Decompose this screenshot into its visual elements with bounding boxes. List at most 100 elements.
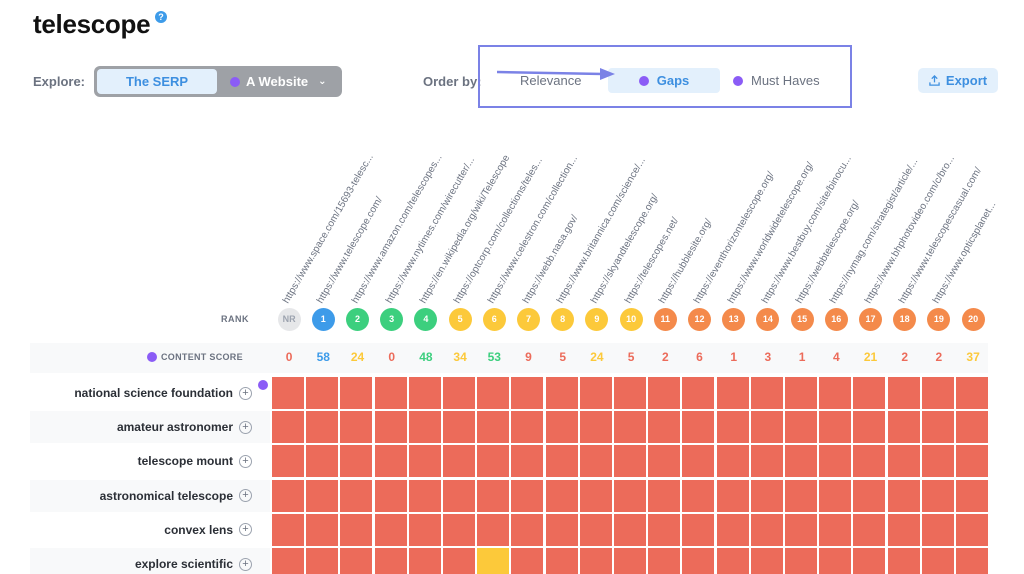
gap-cell[interactable] [545, 411, 578, 444]
gap-cell[interactable] [956, 377, 988, 409]
gap-cell[interactable] [682, 377, 715, 409]
gap-cell[interactable] [340, 445, 373, 478]
gap-cell[interactable] [853, 411, 886, 444]
gap-cell[interactable] [648, 445, 681, 478]
gap-cell[interactable] [956, 411, 988, 444]
gap-cell[interactable] [750, 548, 783, 574]
keyword-row[interactable]: telescope mount + [30, 445, 252, 477]
gap-cell[interactable] [511, 377, 544, 409]
gap-cell[interactable] [887, 513, 920, 546]
gap-cell[interactable] [579, 548, 612, 574]
gap-cell[interactable] [408, 411, 441, 444]
order-option-gaps[interactable]: Gaps [608, 68, 720, 93]
gap-cell[interactable] [306, 548, 339, 574]
gap-cell[interactable] [750, 377, 783, 409]
gap-cell[interactable] [887, 479, 920, 512]
gap-cell[interactable] [579, 479, 612, 512]
gap-cell[interactable] [887, 548, 920, 574]
column-url-15[interactable]: https://webbtelescope.org/ [794, 198, 862, 306]
gap-cell[interactable] [614, 411, 646, 444]
add-keyword-icon[interactable]: + [239, 489, 252, 503]
gap-cell[interactable] [648, 377, 681, 409]
gap-cell[interactable] [272, 445, 304, 478]
gap-cell[interactable] [682, 445, 715, 478]
gap-cell[interactable] [374, 513, 407, 546]
export-button[interactable]: Export [918, 68, 998, 93]
gap-cell[interactable] [921, 411, 954, 444]
gap-cell[interactable] [408, 548, 441, 574]
gap-cell[interactable] [272, 479, 304, 512]
keyword-row[interactable]: astronomical telescope + [30, 480, 252, 512]
gap-cell[interactable] [921, 377, 954, 409]
gap-cell[interactable] [956, 513, 988, 546]
gap-cell[interactable] [819, 513, 852, 546]
gap-cell[interactable] [716, 411, 749, 444]
gap-cell[interactable] [306, 377, 339, 409]
gap-cell[interactable] [511, 411, 544, 444]
gap-cell[interactable] [682, 513, 715, 546]
gap-cell[interactable] [750, 445, 783, 478]
gap-cell[interactable] [785, 411, 817, 444]
gap-cell[interactable] [785, 445, 817, 478]
keyword-row[interactable]: convex lens + [30, 514, 252, 546]
add-keyword-icon[interactable]: + [239, 557, 252, 571]
gap-cell[interactable] [785, 548, 817, 574]
gap-cell[interactable] [477, 479, 510, 512]
gap-cell[interactable] [443, 445, 475, 478]
gap-cell[interactable] [443, 513, 475, 546]
gap-cell[interactable] [682, 479, 715, 512]
column-url-1[interactable]: https://www.telescope.com/ [315, 195, 386, 306]
gap-cell[interactable] [579, 411, 612, 444]
add-keyword-icon[interactable]: + [239, 420, 252, 434]
gap-cell[interactable] [374, 411, 407, 444]
column-url-9[interactable]: https://skyandtelescope.org/ [588, 192, 661, 306]
gap-cell[interactable] [785, 513, 817, 546]
gap-cell[interactable] [477, 411, 510, 444]
column-url-19[interactable]: https://www.opticsplanet... [930, 199, 999, 306]
gap-cell[interactable] [921, 445, 954, 478]
gap-cell[interactable] [306, 445, 339, 478]
gap-cell[interactable] [819, 479, 852, 512]
gap-cell[interactable] [579, 513, 612, 546]
gap-cell[interactable] [408, 445, 441, 478]
gap-cell[interactable] [408, 377, 441, 409]
gap-cell[interactable] [614, 377, 646, 409]
gap-cell[interactable] [716, 513, 749, 546]
gap-cell[interactable] [716, 445, 749, 478]
gap-cell[interactable] [511, 513, 544, 546]
gap-cell[interactable] [340, 513, 373, 546]
gap-cell[interactable] [750, 513, 783, 546]
gap-cell[interactable] [374, 445, 407, 478]
gap-cell[interactable] [272, 513, 304, 546]
gap-cell[interactable] [648, 548, 681, 574]
gap-cell[interactable] [819, 411, 852, 444]
gap-cell[interactable] [921, 513, 954, 546]
gap-cell[interactable] [819, 445, 852, 478]
gap-cell[interactable] [374, 377, 407, 409]
gap-cell[interactable] [648, 479, 681, 512]
gap-cell[interactable] [545, 377, 578, 409]
gap-cell[interactable] [306, 411, 339, 444]
keyword-row[interactable]: national science foundation + [30, 377, 252, 409]
gap-cell[interactable] [853, 377, 886, 409]
gap-cell[interactable] [374, 548, 407, 574]
gap-cell[interactable] [374, 479, 407, 512]
order-option-must-haves[interactable]: Must Haves [733, 68, 820, 93]
gap-cell[interactable] [443, 411, 475, 444]
gap-cell[interactable] [545, 445, 578, 478]
gap-cell[interactable] [921, 479, 954, 512]
gap-cell[interactable] [272, 411, 304, 444]
gap-cell[interactable] [887, 377, 920, 409]
gap-cell[interactable] [785, 479, 817, 512]
gap-cell[interactable] [443, 548, 475, 574]
gap-cell[interactable] [956, 479, 988, 512]
gap-cell[interactable] [956, 445, 988, 478]
gap-cell[interactable] [614, 445, 646, 478]
gap-cell[interactable] [716, 479, 749, 512]
add-keyword-icon[interactable]: + [239, 386, 252, 400]
gap-cell[interactable] [682, 411, 715, 444]
gap-cell[interactable] [477, 377, 510, 409]
gap-cell[interactable] [956, 548, 988, 574]
gap-cell[interactable] [853, 513, 886, 546]
gap-cell[interactable] [750, 479, 783, 512]
